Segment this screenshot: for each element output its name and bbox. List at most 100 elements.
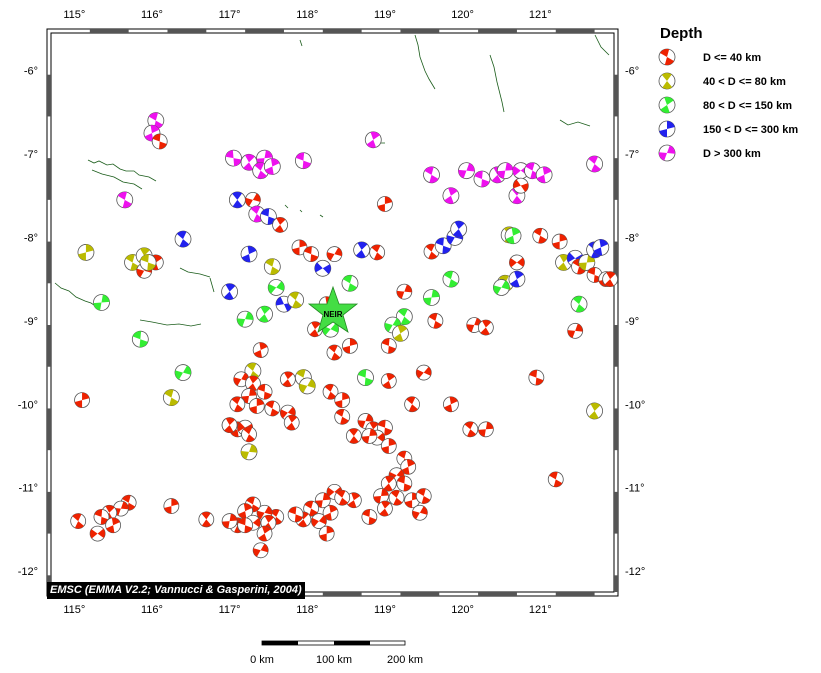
focal-mechanism-deep[interactable] <box>263 157 282 176</box>
focal-mechanism-deep[interactable] <box>293 150 314 171</box>
focal-mechanism-shallow[interactable] <box>386 487 407 508</box>
focal-mechanism-shallow[interactable] <box>395 282 414 301</box>
focal-mechanism-shallow[interactable] <box>324 244 344 264</box>
focal-mechanism-d80_150[interactable] <box>422 288 441 307</box>
focal-mechanism-shallow[interactable] <box>104 517 122 534</box>
legend-beachball-icon[interactable] <box>656 70 679 93</box>
focal-mechanism-shallow[interactable] <box>379 473 399 493</box>
focal-mechanism-d40_80[interactable] <box>239 442 260 463</box>
focal-mechanism-shallow[interactable] <box>342 337 358 354</box>
focal-mechanism-shallow[interactable] <box>361 427 378 444</box>
focal-mechanism-d40_80[interactable] <box>261 256 283 278</box>
focal-mechanism-shallow[interactable] <box>506 252 527 273</box>
focal-mechanism-shallow[interactable] <box>254 502 274 522</box>
focal-mechanism-deep[interactable] <box>421 164 443 186</box>
focal-mechanism-d150_300[interactable] <box>226 189 249 212</box>
focal-mechanism-deep[interactable] <box>145 110 167 132</box>
station-marker[interactable]: NEIR <box>307 285 359 333</box>
focal-mechanism-shallow[interactable] <box>476 317 496 337</box>
focal-mechanism-shallow[interactable] <box>291 239 308 256</box>
legend-beachball-icon[interactable] <box>658 120 676 138</box>
focal-mechanism-shallow[interactable] <box>367 242 388 263</box>
focal-mechanism-shallow[interactable] <box>372 487 389 504</box>
focal-mechanism-d40_80[interactable] <box>77 244 95 261</box>
focal-mechanism-deep[interactable] <box>583 153 606 176</box>
focal-mechanism-shallow[interactable] <box>530 225 550 245</box>
focal-mechanism-shallow[interactable] <box>402 394 423 415</box>
focal-mechanism-shallow[interactable] <box>332 407 352 427</box>
focal-mechanism-shallow[interactable] <box>163 498 180 514</box>
focal-mechanism-shallow[interactable] <box>404 492 420 509</box>
focal-mechanism-d150_300[interactable] <box>240 245 259 264</box>
focal-mechanism-d150_300[interactable] <box>312 257 334 279</box>
focal-mechanism-shallow[interactable] <box>238 424 259 445</box>
focal-mechanism-d40_80[interactable] <box>584 400 606 422</box>
focal-mechanism-d150_300[interactable] <box>507 269 528 290</box>
focal-mechanism-shallow[interactable] <box>380 438 397 454</box>
focal-mechanism-d80_150[interactable] <box>92 293 111 312</box>
focal-mechanism-d80_150[interactable] <box>490 277 512 299</box>
focal-mechanism-shallow[interactable] <box>379 336 398 355</box>
focal-mechanism-shallow[interactable] <box>255 382 274 401</box>
focal-mechanism-shallow[interactable] <box>236 516 255 535</box>
focal-mechanism-shallow[interactable] <box>314 492 331 509</box>
focal-mechanism-shallow[interactable] <box>477 421 494 438</box>
focal-mechanism-d80_150[interactable] <box>504 226 523 245</box>
focal-mechanism-shallow[interactable] <box>219 415 239 435</box>
focal-mechanism-d80_150[interactable] <box>235 309 256 330</box>
focal-mechanism-shallow[interactable] <box>379 371 398 390</box>
focal-mechanism-shallow[interactable] <box>320 381 341 402</box>
focal-mechanism-shallow[interactable] <box>425 311 445 331</box>
focal-mechanism-shallow[interactable] <box>600 269 620 289</box>
focal-mechanism-shallow[interactable] <box>150 132 169 151</box>
focal-mechanism-d150_300[interactable] <box>448 218 470 240</box>
focal-mechanism-shallow[interactable] <box>343 425 364 446</box>
focal-mechanism-d40_80[interactable] <box>296 375 318 397</box>
focal-mechanism-d150_300[interactable] <box>433 236 454 257</box>
focal-mechanism-shallow[interactable] <box>566 321 585 340</box>
focal-mechanism-shallow[interactable] <box>334 392 351 409</box>
focal-mechanism-shallow[interactable] <box>322 504 339 521</box>
focal-mechanism-d150_300[interactable] <box>219 281 241 303</box>
focal-mechanism-shallow[interactable] <box>395 474 414 493</box>
focal-mechanism-d80_150[interactable] <box>339 272 361 294</box>
focal-mechanism-d80_150[interactable] <box>440 268 462 290</box>
focal-mechanism-shallow[interactable] <box>68 511 89 532</box>
focal-mechanism-shallow[interactable] <box>460 419 481 440</box>
focal-mechanism-shallow[interactable] <box>546 469 566 489</box>
focal-mechanism-shallow[interactable] <box>377 196 393 212</box>
focal-mechanism-shallow[interactable] <box>375 498 395 518</box>
focal-mechanism-deep[interactable] <box>472 169 493 190</box>
focal-mechanism-shallow[interactable] <box>442 396 459 413</box>
focal-mechanism-deep[interactable] <box>456 160 477 181</box>
focal-mechanism-shallow[interactable] <box>332 487 353 508</box>
focal-mechanism-shallow[interactable] <box>527 368 546 387</box>
focal-mechanism-shallow[interactable] <box>302 244 321 263</box>
focal-mechanism-d80_150[interactable] <box>568 293 591 316</box>
focal-mechanism-shallow[interactable] <box>413 486 433 506</box>
focal-mechanism-shallow[interactable] <box>318 525 335 542</box>
focal-mechanism-deep[interactable] <box>238 151 260 173</box>
focal-mechanism-d150_300[interactable] <box>258 206 279 227</box>
focal-mechanism-d80_150[interactable] <box>254 303 276 325</box>
focal-mechanism-shallow[interactable] <box>262 398 282 418</box>
focal-mechanism-d80_150[interactable] <box>393 305 416 328</box>
focal-mechanism-d40_80[interactable] <box>284 289 307 312</box>
legend-beachball-icon[interactable] <box>657 143 678 164</box>
focal-mechanism-shallow[interactable] <box>281 412 301 432</box>
focal-mechanism-d150_300[interactable] <box>172 228 195 251</box>
focal-mechanism-shallow[interactable] <box>360 507 379 526</box>
focal-mechanism-deep[interactable] <box>535 166 554 185</box>
focal-mechanism-shallow[interactable] <box>324 342 345 363</box>
focal-mechanism-shallow[interactable] <box>308 511 329 532</box>
focal-mechanism-shallow[interactable] <box>236 502 254 519</box>
focal-mechanism-d40_80[interactable] <box>390 323 411 344</box>
legend-beachball-icon[interactable] <box>657 95 678 116</box>
focal-mechanism-d80_150[interactable] <box>355 367 376 388</box>
focal-mechanism-deep[interactable] <box>114 189 136 211</box>
focal-mechanism-deep[interactable] <box>441 185 462 206</box>
focal-mechanism-shallow[interactable] <box>278 369 298 389</box>
focal-mechanism-d80_150[interactable] <box>265 276 288 299</box>
focal-mechanism-d150_300[interactable] <box>351 239 373 261</box>
legend-beachball-icon[interactable] <box>656 46 678 68</box>
